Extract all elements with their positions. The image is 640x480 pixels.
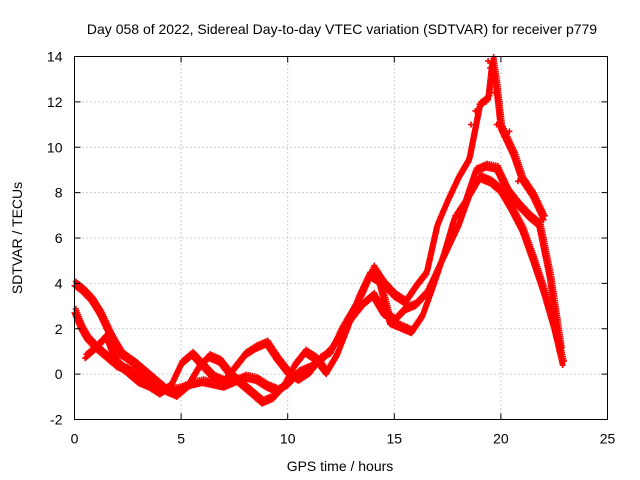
y-tick-label: 0	[55, 366, 63, 382]
y-tick-label: 6	[55, 230, 63, 246]
y-tick-label: 12	[47, 94, 63, 110]
data-point-plus	[482, 98, 489, 105]
data-point-plus	[468, 121, 475, 128]
data-point-plus	[500, 123, 507, 130]
x-tick-label: 25	[600, 431, 616, 447]
data-point-plus	[476, 101, 483, 108]
data-point-plus	[557, 348, 564, 355]
x-tick-label: 15	[387, 431, 403, 447]
data-point-plus	[485, 58, 492, 65]
data-point-plus	[558, 344, 565, 351]
data-point-plus	[472, 107, 479, 114]
y-tick-label: 10	[47, 139, 63, 155]
y-tick-label: 2	[55, 321, 63, 337]
data-point-plus	[489, 76, 496, 83]
data-point-plus	[514, 178, 521, 185]
data-point-plus	[541, 212, 548, 219]
data-point-plus	[491, 89, 498, 96]
data-point-plus	[559, 362, 566, 369]
x-tick-label: 0	[71, 431, 79, 447]
data-point-plus	[487, 64, 494, 71]
x-tick-label: 5	[177, 431, 185, 447]
x-tick-label: 10	[280, 431, 296, 447]
data-marks	[71, 53, 568, 407]
data-point-plus	[493, 121, 500, 128]
axis-ticks	[74, 56, 608, 420]
data-point-plus	[561, 357, 568, 364]
data-point-plus	[506, 128, 513, 135]
data-point-plus	[540, 216, 547, 223]
x-axis-label: GPS time / hours	[287, 458, 394, 474]
x-tick-label: 20	[493, 431, 509, 447]
y-axis-label: SDTVAR / TECUs	[9, 182, 25, 294]
y-tick-label: 8	[55, 185, 63, 201]
chart-title: Day 058 of 2022, Sidereal Day-to-day VTE…	[87, 21, 597, 37]
y-tick-label: 4	[55, 275, 63, 291]
y-tick-label: 14	[47, 49, 63, 65]
y-tick-label: -2	[50, 412, 63, 428]
x-tick-labels: 0 5 10 15 20 25	[71, 431, 616, 447]
data-point-plus	[510, 148, 517, 155]
y-tick-labels: -2 0 2 4 6 8 10 12 14	[47, 49, 63, 428]
